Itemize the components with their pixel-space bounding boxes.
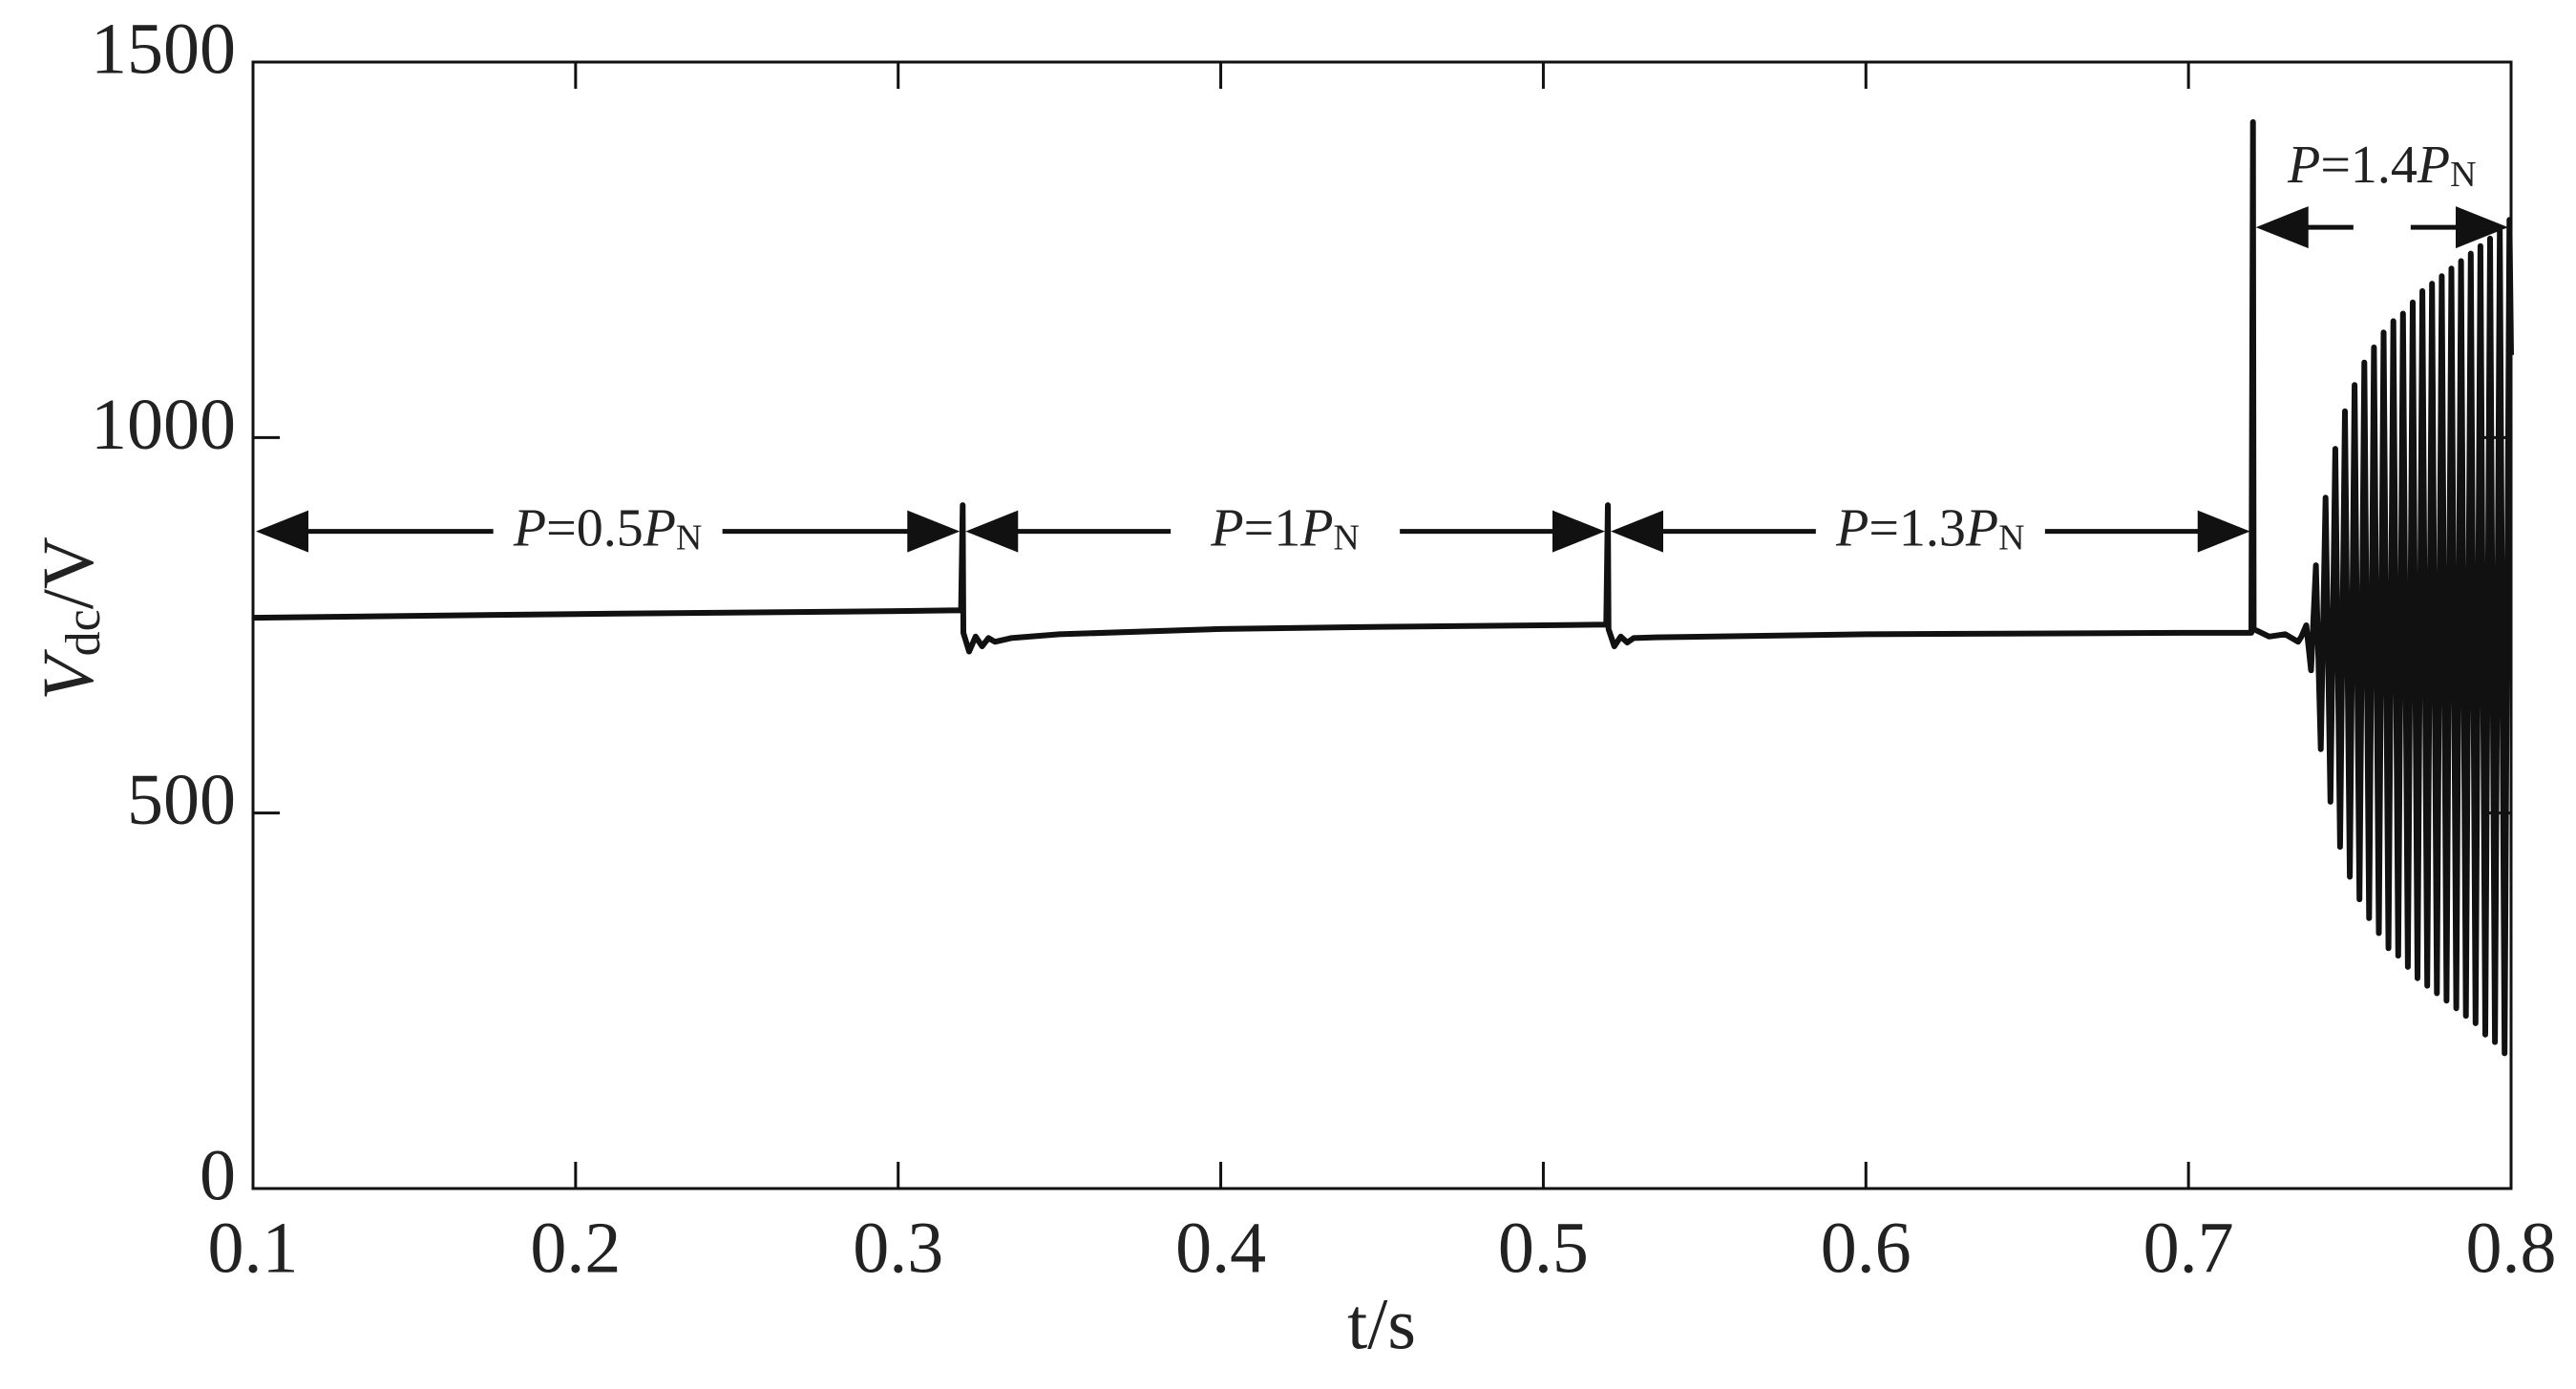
annotation-part: P [513,499,546,558]
x-tick-label: 0.2 [530,1208,621,1288]
arrow-head [1552,510,1605,553]
annotation-part: P [1965,499,1998,558]
arrow-head [2456,206,2508,249]
x-tick-label: 0.6 [1821,1208,1911,1288]
annotation: P=1.4PN [2287,136,2476,195]
annotation-part: P [2417,136,2450,195]
arrow-head [1611,510,1663,553]
annotation-part: N [2450,155,2476,195]
x-tick-label: 0.8 [2466,1208,2557,1288]
arrow-head [2197,510,2250,553]
y-tick-label: 500 [127,760,236,840]
y-tick-label: 0 [200,1135,236,1215]
arrow-head [2255,206,2309,249]
y-label-symbol: V [29,649,109,701]
annotation-part: N [1998,517,2024,558]
annotation-part: P [2287,136,2320,195]
annotation-part: =1.4 [2320,136,2418,195]
x-tick-label: 0.1 [208,1208,299,1288]
y-axis-label: Vdc/V [29,537,111,701]
annotation: P=1PN [1210,499,1359,558]
x-tick-label: 0.4 [1175,1208,1266,1288]
annotation: P=1.3PN [1835,499,2024,558]
annotation-part: N [1333,517,1359,558]
annotation-part: =1.3 [1869,499,1966,558]
plot-frame [251,60,2513,1190]
arrow-head [907,510,961,553]
x-tick-label: 0.3 [853,1208,943,1288]
annotation-part: P [1835,499,1869,558]
x-tick-label: 0.5 [1498,1208,1589,1288]
annotation-part: P [643,499,676,558]
y-label-unit: /V [29,537,109,609]
x-tick-label: 0.7 [2143,1208,2234,1288]
x-axis-label: t/s [1347,1284,1416,1364]
y-tick-label: 1000 [91,385,236,465]
annotation-part: N [676,517,702,558]
y-label-subscript: dc [56,609,111,656]
arrow-head [256,510,308,553]
annotation-part: =1 [1244,499,1301,558]
y-tick-label: 1500 [91,9,236,89]
annotation-part: P [1210,499,1243,558]
data-line [252,118,2514,1057]
arrow-head [965,510,1019,553]
annotation-part: =0.5 [546,499,644,558]
annotation: P=0.5PN [513,499,702,558]
annotation-part: P [1299,499,1333,558]
